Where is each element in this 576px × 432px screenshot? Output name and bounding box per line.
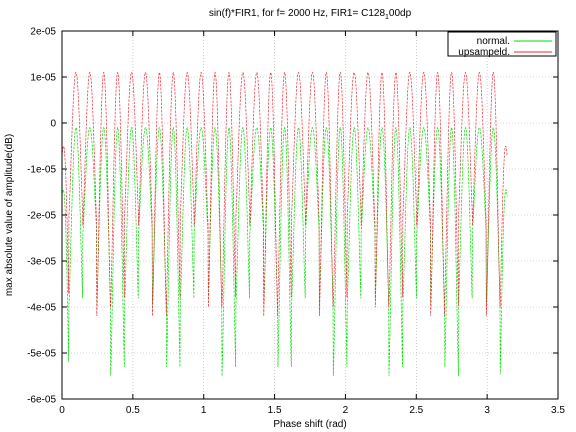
y-tick-label: -6e-05 bbox=[27, 395, 56, 406]
y-tick-label: -2e-05 bbox=[27, 211, 56, 222]
series-layer bbox=[61, 71, 508, 377]
x-tick-label: 1.5 bbox=[268, 405, 282, 416]
x-tick-label: 3 bbox=[484, 405, 490, 416]
y-tick-label: 1e-05 bbox=[30, 73, 56, 84]
y-tick-label: 0 bbox=[50, 119, 56, 130]
x-tick-label: 1 bbox=[201, 405, 207, 416]
y-tick-label: -4e-05 bbox=[27, 303, 56, 314]
y-tick-label: 2e-05 bbox=[30, 27, 56, 38]
series-line-upsampeld bbox=[61, 71, 508, 317]
x-tick-label: 0.5 bbox=[126, 405, 140, 416]
x-tick-label: 3.5 bbox=[551, 405, 565, 416]
legend-label-upsampeld: upsampeld. bbox=[458, 47, 510, 58]
ticks: 0 0.5 1 1.5 2 2.5 3 3.5 2e-05 1e-05 0 -1e-05 -2e-05 -… bbox=[27, 27, 565, 417]
y-tick-label: -1e-05 bbox=[27, 165, 56, 176]
chart-title-subscript: 1 bbox=[385, 14, 389, 21]
grid bbox=[62, 31, 558, 399]
y-tick-label: -3e-05 bbox=[27, 257, 56, 268]
x-tick-label: 0 bbox=[59, 405, 65, 416]
chart-title-end: 00dp bbox=[389, 8, 412, 19]
y-axis-title: max absolute value of amplitude(dB) bbox=[4, 134, 15, 296]
x-tick-label: 2 bbox=[343, 405, 349, 416]
plot-frame bbox=[61, 30, 559, 400]
x-axis-title: Phase shift (rad) bbox=[273, 419, 346, 430]
chart-title: sin(f)*FIR1, for f= 2000 Hz, FIR1= C1281… bbox=[209, 8, 412, 21]
x-tick-label: 2.5 bbox=[409, 405, 423, 416]
chart-title-main: sin(f)*FIR1, for f= 2000 Hz, FIR1= C128 bbox=[209, 8, 386, 19]
y-tick-label: -5e-05 bbox=[27, 349, 56, 360]
legend-label-normal: normal. bbox=[477, 36, 510, 47]
legend: normal. upsampeld. bbox=[447, 31, 557, 58]
series-line-normal bbox=[61, 126, 508, 377]
